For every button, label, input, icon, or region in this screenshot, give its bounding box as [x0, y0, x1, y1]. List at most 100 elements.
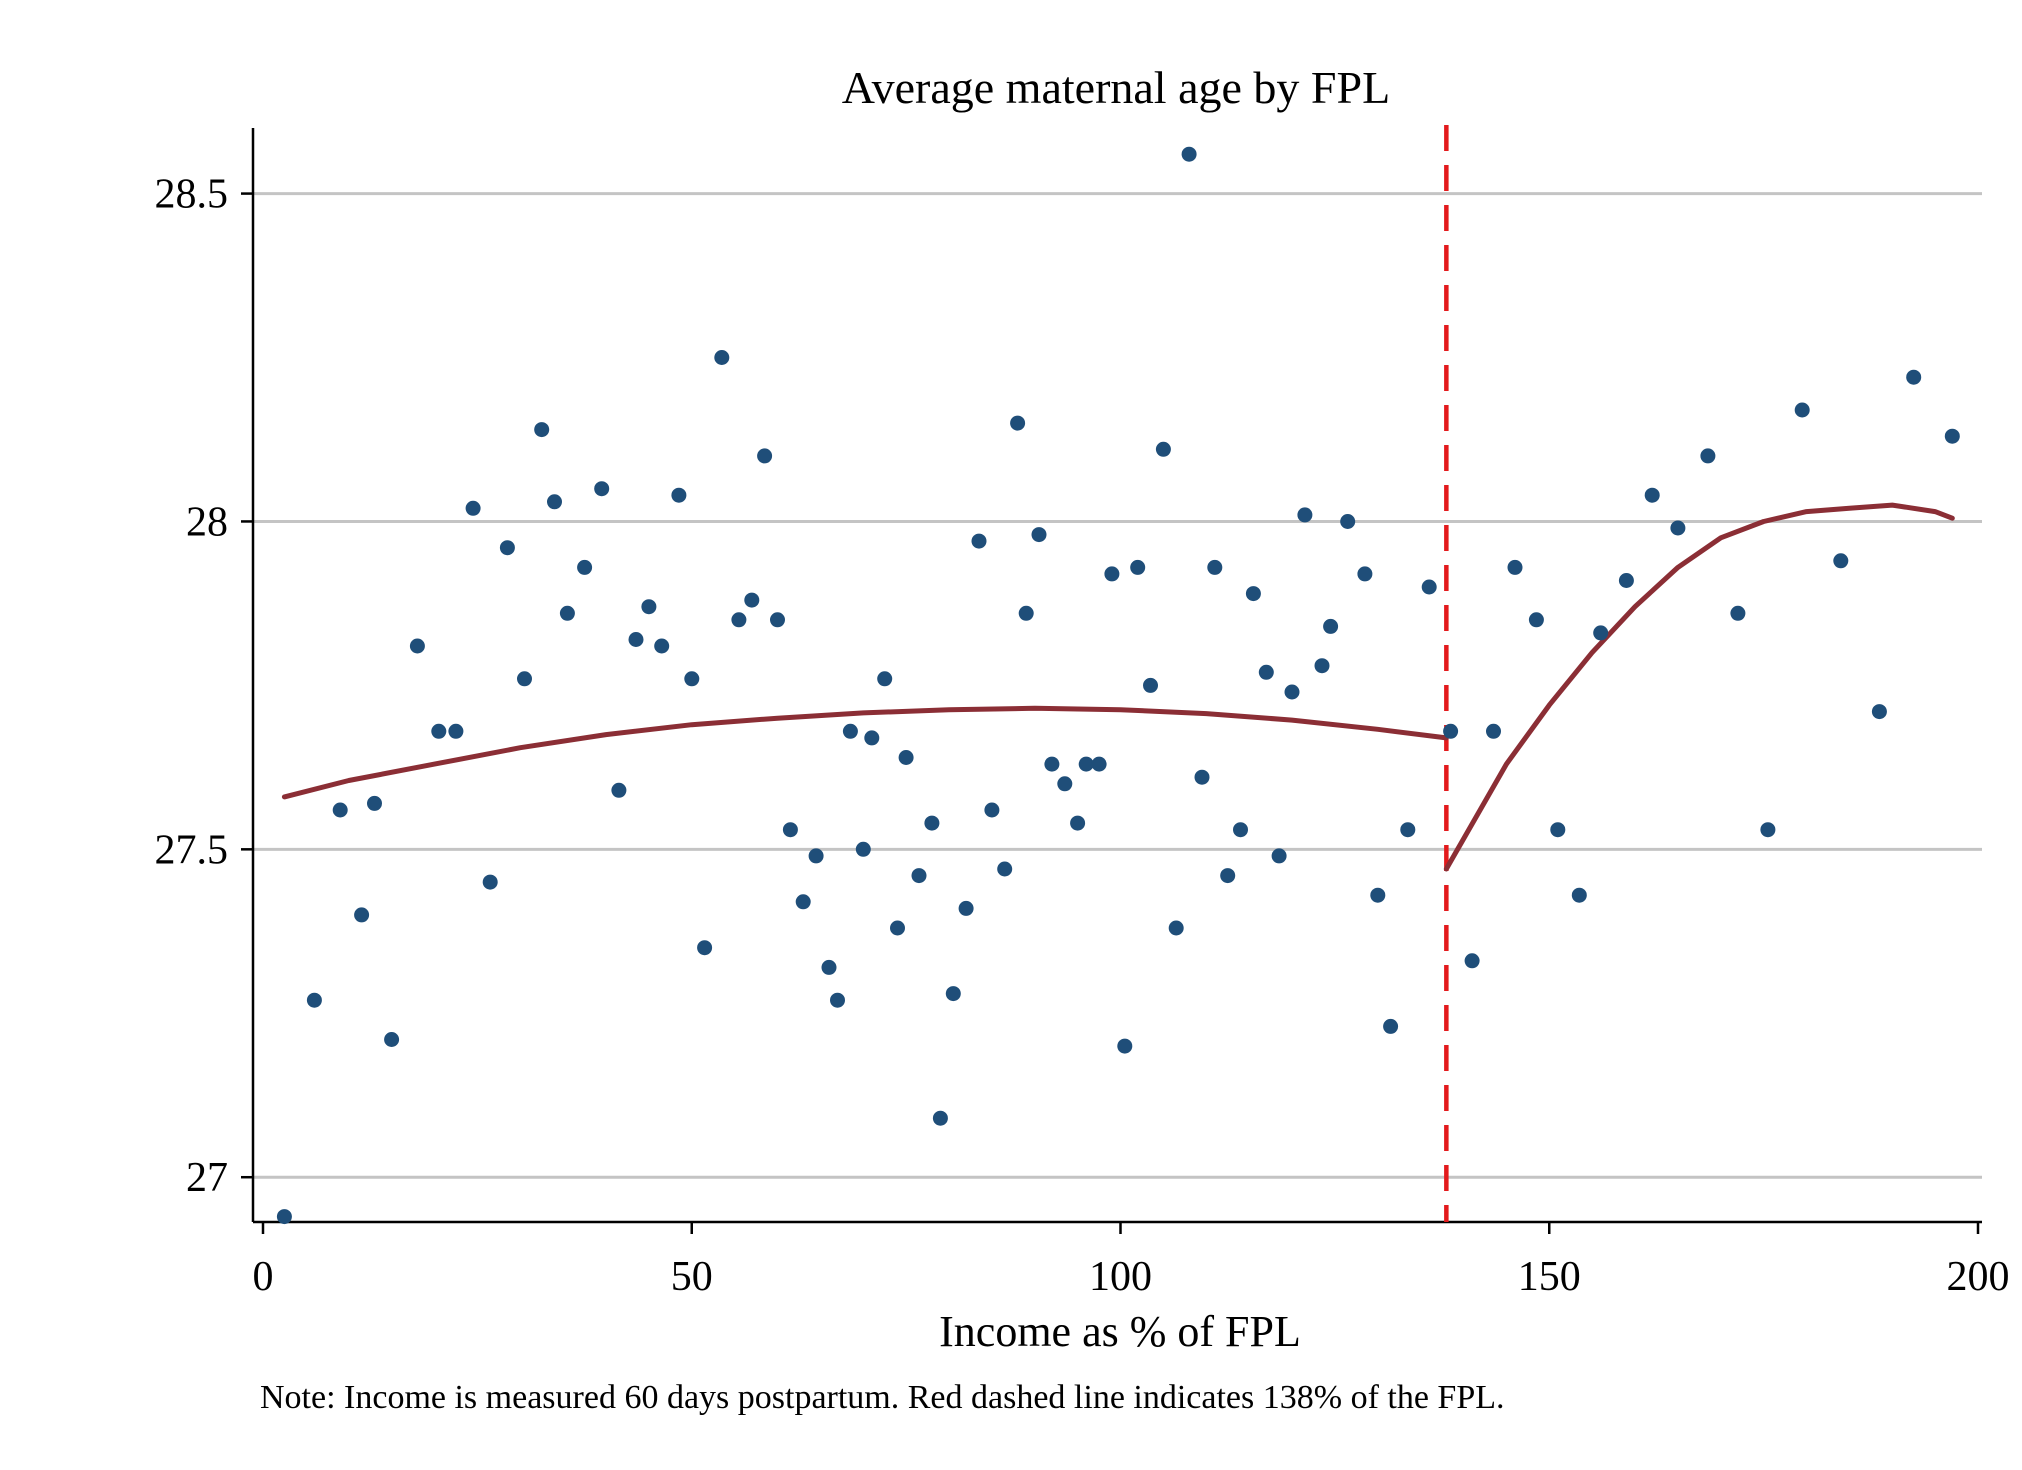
data-point — [611, 782, 627, 798]
data-point — [1443, 723, 1459, 739]
data-point — [714, 350, 730, 365]
data-point — [1031, 527, 1047, 543]
data-point — [1794, 402, 1810, 418]
data-point — [1507, 559, 1523, 575]
data-point — [795, 894, 811, 910]
data-point — [1383, 1018, 1399, 1034]
data-point — [757, 448, 773, 464]
data-point — [1091, 756, 1107, 772]
data-point — [1730, 605, 1746, 621]
data-point — [770, 612, 785, 628]
data-point — [890, 920, 905, 936]
x-tick-label: 50 — [671, 1254, 713, 1300]
data-point — [697, 940, 713, 956]
data-point — [1057, 776, 1073, 792]
y-tick-label: 28.5 — [155, 172, 229, 218]
chart-note: Note: Income is measured 60 days postpar… — [260, 1379, 1505, 1416]
data-point — [1297, 507, 1313, 523]
data-point — [641, 599, 657, 615]
data-point — [384, 1032, 400, 1047]
fit-lines — [281, 502, 1955, 872]
data-point — [276, 1209, 292, 1225]
data-point — [1070, 815, 1086, 831]
data-point — [354, 907, 370, 923]
data-point — [808, 848, 824, 864]
x-tick-label: 200 — [1947, 1254, 2010, 1300]
y-tick-label: 27 — [186, 1155, 228, 1201]
data-point — [1550, 822, 1566, 838]
chart-title: Average maternal age by FPL — [842, 62, 1390, 113]
y-tick-label: 28 — [186, 499, 228, 545]
data-point — [1486, 723, 1501, 739]
data-point — [1944, 428, 1960, 444]
data-point — [1370, 887, 1386, 903]
x-axis-label: Income as % of FPL — [939, 1307, 1301, 1356]
data-points — [276, 146, 1960, 1225]
data-point — [1906, 369, 1922, 385]
data-point — [1618, 573, 1634, 588]
data-point — [898, 750, 914, 765]
data-point — [1593, 625, 1609, 641]
data-point — [654, 638, 670, 654]
data-point — [1143, 677, 1158, 693]
ticks: 27 27.5 28 28.5 0 50 100 150 200 — [155, 172, 2010, 1300]
x-tick-label: 0 — [253, 1254, 274, 1300]
data-point — [409, 638, 425, 654]
data-point — [534, 422, 550, 438]
data-point — [1010, 415, 1026, 431]
data-point — [1644, 487, 1660, 503]
data-point — [1194, 769, 1210, 785]
data-point — [367, 795, 382, 811]
data-point — [1421, 579, 1437, 595]
data-point — [1833, 553, 1849, 569]
data-point — [671, 487, 687, 503]
fit-line-above-threshold — [1443, 502, 1955, 872]
data-point — [1357, 566, 1373, 582]
data-point — [465, 500, 481, 516]
data-point — [1245, 586, 1261, 602]
x-tick-label: 100 — [1089, 1254, 1152, 1300]
data-point — [1018, 605, 1034, 621]
data-point — [855, 841, 871, 857]
data-point — [1464, 953, 1480, 969]
data-point — [1284, 684, 1300, 700]
data-point — [911, 868, 927, 884]
data-point — [1044, 756, 1060, 772]
fit-line-below-threshold — [281, 705, 1449, 800]
data-point — [448, 723, 464, 739]
y-tick-label: 27.5 — [155, 827, 229, 873]
data-point — [1207, 559, 1223, 575]
data-point — [306, 992, 322, 1008]
data-point — [1323, 618, 1339, 634]
data-point — [1400, 822, 1416, 838]
data-point — [945, 986, 961, 1002]
data-point — [830, 992, 845, 1008]
data-point — [517, 671, 532, 687]
data-point — [594, 481, 610, 497]
data-point — [1258, 664, 1274, 680]
data-point — [431, 723, 447, 739]
data-point — [924, 815, 940, 831]
data-point — [684, 671, 700, 687]
data-point — [864, 730, 880, 746]
data-point — [1700, 448, 1716, 464]
data-point — [1571, 887, 1587, 903]
data-point — [1871, 704, 1887, 720]
data-point — [482, 874, 498, 890]
data-point — [1340, 514, 1356, 529]
data-point — [1181, 146, 1197, 162]
data-point — [958, 900, 974, 916]
data-point — [932, 1110, 948, 1126]
data-point — [1220, 868, 1236, 884]
data-point — [1130, 559, 1146, 575]
data-point — [332, 802, 348, 818]
data-point — [782, 822, 798, 838]
data-point — [577, 559, 593, 575]
data-point — [628, 632, 644, 647]
data-point — [842, 723, 858, 739]
data-point — [984, 802, 1000, 818]
data-point — [1078, 756, 1094, 772]
data-point — [731, 612, 747, 628]
data-point — [1233, 822, 1248, 838]
